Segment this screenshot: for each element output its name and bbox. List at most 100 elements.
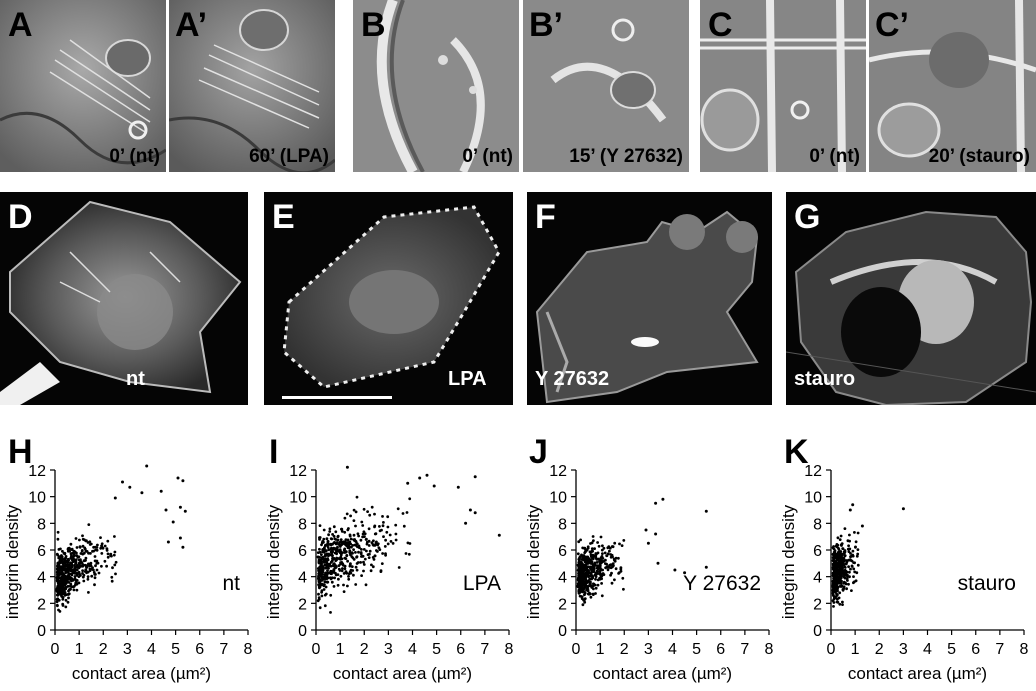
panel-caption-E: LPA xyxy=(448,368,487,390)
data-point xyxy=(617,571,621,575)
data-point xyxy=(68,584,72,588)
data-point xyxy=(94,548,97,552)
data-point xyxy=(600,582,603,585)
data-point xyxy=(145,464,149,468)
panel-annotation: stauro xyxy=(958,572,1016,595)
data-point xyxy=(56,530,60,534)
data-point xyxy=(612,564,615,567)
x-tick-label: 2 xyxy=(360,641,369,658)
data-point xyxy=(121,480,124,484)
data-point xyxy=(401,512,405,515)
data-point xyxy=(320,553,323,556)
data-point xyxy=(69,556,73,560)
panel-label: I xyxy=(269,433,278,471)
data-point xyxy=(583,600,587,604)
data-point xyxy=(368,549,372,553)
data-points xyxy=(831,503,905,608)
x-axis-label: contact area (µm²) xyxy=(593,664,732,683)
data-point xyxy=(351,551,354,555)
data-point xyxy=(595,557,598,561)
data-point xyxy=(84,568,88,571)
data-point xyxy=(835,600,839,604)
fluor-panel-F: F Y 27632 xyxy=(527,192,772,405)
y-tick-label: 0 xyxy=(813,623,822,640)
data-point xyxy=(88,564,91,568)
data-point xyxy=(384,552,387,556)
data-point xyxy=(75,568,79,572)
data-point xyxy=(593,561,597,565)
data-point xyxy=(848,533,851,537)
y-tick-label: 8 xyxy=(813,516,822,533)
data-point xyxy=(95,559,99,563)
data-point xyxy=(323,563,327,567)
x-axis-label: contact area (µm²) xyxy=(72,664,211,683)
data-point xyxy=(335,541,339,544)
x-tick-label: 4 xyxy=(408,641,417,658)
data-point xyxy=(63,562,67,565)
data-point xyxy=(352,533,356,537)
fluor-image-E xyxy=(282,205,501,399)
y-axis-label: integrin density xyxy=(779,504,798,619)
data-point xyxy=(320,594,324,598)
data-point xyxy=(97,571,101,575)
data-point xyxy=(77,562,81,565)
data-point xyxy=(839,561,843,565)
data-point xyxy=(325,560,329,564)
data-point xyxy=(333,541,336,544)
y-tick-label: 0 xyxy=(37,623,46,640)
panel-caption-A: 0’ (nt) xyxy=(109,146,160,167)
data-point xyxy=(838,591,842,595)
data-point xyxy=(600,573,603,577)
data-point xyxy=(346,538,350,542)
data-point xyxy=(583,586,586,590)
data-point xyxy=(585,572,589,576)
data-point xyxy=(394,532,398,536)
data-point xyxy=(613,578,616,582)
data-point xyxy=(345,544,348,547)
data-point xyxy=(71,571,75,575)
data-point xyxy=(359,538,363,542)
data-point xyxy=(77,570,81,574)
data-point xyxy=(91,566,94,570)
data-point xyxy=(596,578,600,582)
data-point xyxy=(661,497,665,501)
data-point xyxy=(851,549,855,553)
data-point xyxy=(832,577,836,580)
data-point xyxy=(320,590,323,594)
phase-image-A2 xyxy=(169,0,335,172)
data-point xyxy=(838,538,842,541)
data-point xyxy=(341,563,345,567)
data-point xyxy=(66,574,70,578)
data-point xyxy=(599,535,603,539)
data-point xyxy=(832,567,836,571)
data-point xyxy=(334,571,337,575)
data-point xyxy=(340,557,344,561)
data-point xyxy=(351,556,355,560)
data-point xyxy=(86,541,90,544)
fluor-panel-G: G stauro xyxy=(786,192,1036,405)
data-point xyxy=(355,568,359,572)
data-point xyxy=(332,569,335,573)
data-point xyxy=(362,560,365,564)
data-point xyxy=(87,591,90,594)
data-point xyxy=(835,594,838,598)
data-point xyxy=(64,585,68,589)
data-point xyxy=(324,592,328,596)
data-point xyxy=(618,542,621,546)
data-point xyxy=(56,537,60,541)
data-point xyxy=(317,597,321,601)
x-tick-label: 5 xyxy=(432,641,441,658)
data-point xyxy=(577,558,581,561)
data-point xyxy=(342,583,345,587)
x-tick-label: 5 xyxy=(692,641,701,658)
panel-caption-A2: 60’ (LPA) xyxy=(249,146,329,167)
data-point xyxy=(381,552,384,555)
data-point xyxy=(318,606,322,610)
data-point xyxy=(588,581,592,585)
x-tick-label: 3 xyxy=(644,641,653,658)
data-point xyxy=(354,540,358,543)
phase-image-C xyxy=(700,0,866,172)
data-point xyxy=(347,575,350,578)
data-point xyxy=(56,584,60,588)
